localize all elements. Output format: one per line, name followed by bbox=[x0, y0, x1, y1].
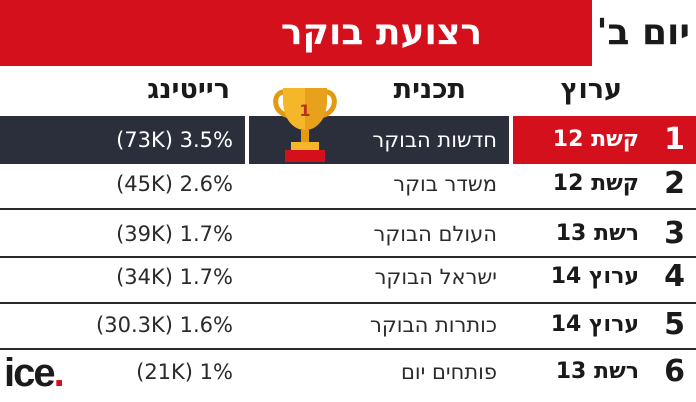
channel-cell: רשת 13 bbox=[555, 221, 639, 246]
channel-cell: ערוץ 14 bbox=[550, 312, 639, 337]
trophy-icon: 1 bbox=[273, 88, 337, 162]
rank-cell: 3 bbox=[664, 216, 685, 251]
column-header-channel: ערוץ bbox=[560, 74, 622, 105]
program-cell: ישראל הבוקר bbox=[374, 265, 497, 289]
table-row: (21K) 1% פותחים יום רשת 13 6 bbox=[0, 348, 696, 396]
title-bar: רצועת בוקר bbox=[0, 0, 592, 66]
channel-cell: קשת 12 bbox=[552, 171, 639, 196]
rank-cell: 6 bbox=[664, 354, 685, 389]
row-divider bbox=[0, 256, 696, 258]
logo-dot: . bbox=[53, 351, 65, 395]
rating-cell: (39K) 1.7% bbox=[116, 222, 233, 246]
rank-cell: 4 bbox=[664, 259, 685, 294]
rank-cell: 5 bbox=[664, 307, 685, 342]
program-cell: כותרות הבוקר bbox=[369, 313, 497, 337]
program-cell: פותחים יום bbox=[400, 360, 497, 384]
row-divider bbox=[0, 348, 696, 350]
rating-cell: (34K) 1.7% bbox=[116, 265, 233, 289]
row-divider bbox=[0, 208, 696, 210]
day-label: יום ב' bbox=[596, 12, 690, 53]
column-header-program: תכנית bbox=[393, 74, 466, 105]
trophy-number: 1 bbox=[299, 101, 310, 120]
channel-cell: קשת 12 bbox=[513, 116, 653, 164]
rating-cell: (73K) 3.5% bbox=[0, 116, 245, 164]
channel-cell: רשת 13 bbox=[555, 359, 639, 384]
logo-text: ice bbox=[4, 351, 56, 395]
rating-cell: (30.3K) 1.6% bbox=[96, 313, 233, 337]
rank-cell: 1 bbox=[653, 116, 696, 164]
row-divider bbox=[0, 302, 696, 304]
table-row: (45K) 2.6% משדר בוקר קשת 12 2 bbox=[0, 160, 696, 208]
rating-cell: (21K) 1% bbox=[136, 360, 233, 384]
column-header-rating: רייטינג bbox=[147, 74, 230, 105]
ice-logo: ice. bbox=[4, 351, 65, 396]
rating-cell: (45K) 2.6% bbox=[116, 172, 233, 196]
table-row: (39K) 1.7% העולם הבוקר רשת 13 3 bbox=[0, 210, 696, 258]
channel-cell: ערוץ 14 bbox=[550, 264, 639, 289]
rank-cell: 2 bbox=[664, 166, 685, 201]
program-cell: העולם הבוקר bbox=[373, 222, 497, 246]
day-box: יום ב' bbox=[592, 0, 696, 66]
page-title: רצועת בוקר bbox=[280, 12, 482, 53]
program-cell: משדר בוקר bbox=[393, 172, 497, 196]
table-row: (73K) 3.5% חדשות הבוקר קשת 12 1 bbox=[0, 116, 696, 164]
table-row: (34K) 1.7% ישראל הבוקר ערוץ 14 4 bbox=[0, 253, 696, 301]
header: רצועת בוקר יום ב' bbox=[0, 0, 696, 66]
table-row: (30.3K) 1.6% כותרות הבוקר ערוץ 14 5 bbox=[0, 301, 696, 349]
